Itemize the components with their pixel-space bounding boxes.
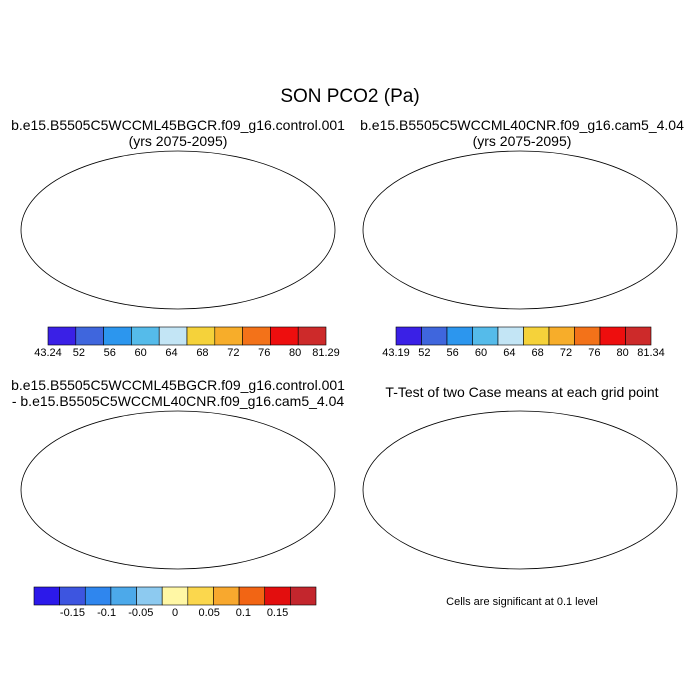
colorbar-tick-label: 68 bbox=[196, 347, 209, 359]
panel4-title-line1: T-Test of two Case means at each grid po… bbox=[385, 384, 659, 400]
panel4-map bbox=[362, 410, 678, 570]
colorbar-tick-label: -0.15 bbox=[59, 607, 85, 619]
colorbar-tick-label: 0 bbox=[171, 607, 179, 619]
colorbar-tick-label: 43.19 bbox=[382, 347, 410, 359]
colorbar-tick-label: 52 bbox=[72, 347, 85, 359]
panel3-title-line1: b.e15.B5505C5WCCML45BGCR.f09_g16.control… bbox=[11, 377, 345, 393]
colorbar-box bbox=[158, 326, 188, 346]
panel3-title-line2: - b.e15.B5505C5WCCML40CNR.f09_g16.cam5_4… bbox=[11, 393, 345, 409]
colorbar-tick-label: -0.1 bbox=[97, 607, 117, 619]
colorbar-tick-label: 43.24 bbox=[34, 347, 62, 359]
panel1-colorbar bbox=[47, 326, 327, 346]
colorbar-box bbox=[523, 326, 550, 346]
colorbar-tick-label: 0.05 bbox=[198, 607, 220, 619]
colorbar-box bbox=[290, 586, 317, 606]
colorbar-tick-label: 76 bbox=[588, 347, 601, 359]
colorbar-box bbox=[599, 326, 626, 346]
colorbar-box bbox=[297, 326, 327, 346]
colorbar-box bbox=[497, 326, 524, 346]
panel1-map bbox=[20, 150, 336, 310]
colorbar-box bbox=[136, 586, 163, 606]
panel2-title-line2: (yrs 2075-2095) bbox=[472, 133, 572, 149]
colorbar-box bbox=[270, 326, 299, 346]
colorbar-box bbox=[47, 326, 77, 346]
colorbar-tick-label: 72 bbox=[227, 347, 240, 359]
colorbar-tick-label: 81.29 bbox=[312, 347, 340, 359]
colorbar-box bbox=[238, 586, 266, 606]
colorbar-tick-label: 60 bbox=[474, 347, 488, 359]
colorbar-box bbox=[103, 326, 132, 346]
significance-note: Cells are significant at 0.1 level bbox=[446, 596, 598, 608]
colorbar-box bbox=[574, 326, 601, 346]
colorbar-tick-label: 56 bbox=[446, 347, 459, 359]
colorbar-box bbox=[161, 586, 189, 606]
colorbar-box bbox=[187, 586, 214, 606]
panel2-title: b.e15.B5505C5WCCML40CNR.f09_g16.cam5_4.0… bbox=[352, 117, 692, 149]
colorbar-box bbox=[472, 326, 499, 346]
colorbar-box bbox=[213, 586, 240, 606]
panel1-title: b.e15.B5505C5WCCML45BGCR.f09_g16.control… bbox=[8, 117, 348, 149]
panel2-map bbox=[362, 150, 678, 310]
colorbar-tick-label: 0.15 bbox=[266, 607, 289, 619]
colorbar-tick-label: 64 bbox=[165, 347, 178, 359]
panel2-colorbar bbox=[395, 326, 652, 346]
colorbar-box bbox=[110, 586, 137, 606]
colorbar-box bbox=[75, 326, 104, 346]
colorbar-tick-label: 76 bbox=[258, 347, 271, 359]
colorbar-tick-label: 80 bbox=[616, 347, 629, 359]
colorbar-tick-label: 60 bbox=[134, 347, 147, 359]
colorbar-tick-label: 56 bbox=[103, 347, 116, 359]
panel1-title-line1: b.e15.B5505C5WCCML45BGCR.f09_g16.control… bbox=[11, 117, 345, 133]
colorbar-box bbox=[33, 586, 60, 606]
panel4-title: T-Test of two Case means at each grid po… bbox=[352, 384, 692, 400]
colorbar-tick-label: 80 bbox=[288, 347, 302, 359]
colorbar-box bbox=[395, 326, 422, 346]
colorbar-box bbox=[421, 326, 448, 346]
colorbar-tick-label: 0.1 bbox=[235, 607, 251, 619]
colorbar-box bbox=[264, 586, 291, 606]
colorbar-box bbox=[131, 326, 160, 346]
figure-title: SON PCO2 (Pa) bbox=[280, 86, 420, 107]
colorbar-tick-label: 81.34 bbox=[637, 347, 665, 359]
panel1-title-line2: (yrs 2075-2095) bbox=[128, 133, 228, 149]
colorbar-tick-label: 68 bbox=[531, 347, 544, 359]
colorbar-tick-label: 72 bbox=[559, 347, 573, 359]
colorbar-box bbox=[242, 326, 271, 346]
colorbar-box bbox=[214, 326, 243, 346]
panel2-title-line1: b.e15.B5505C5WCCML40CNR.f09_g16.cam5_4.0… bbox=[360, 117, 684, 133]
colorbar-box bbox=[186, 326, 216, 346]
panel3-colorbar bbox=[33, 586, 317, 606]
colorbar-box bbox=[59, 586, 86, 606]
colorbar-tick-label: -0.05 bbox=[128, 607, 154, 619]
panel3-map bbox=[20, 410, 336, 570]
colorbar-box bbox=[84, 586, 112, 606]
colorbar-box bbox=[446, 326, 473, 346]
colorbar-tick-label: 52 bbox=[418, 347, 431, 359]
colorbar-box bbox=[548, 326, 575, 346]
colorbar-box bbox=[625, 326, 652, 346]
colorbar-tick-label: 64 bbox=[503, 347, 516, 359]
panel3-title: b.e15.B5505C5WCCML45BGCR.f09_g16.control… bbox=[8, 377, 348, 409]
